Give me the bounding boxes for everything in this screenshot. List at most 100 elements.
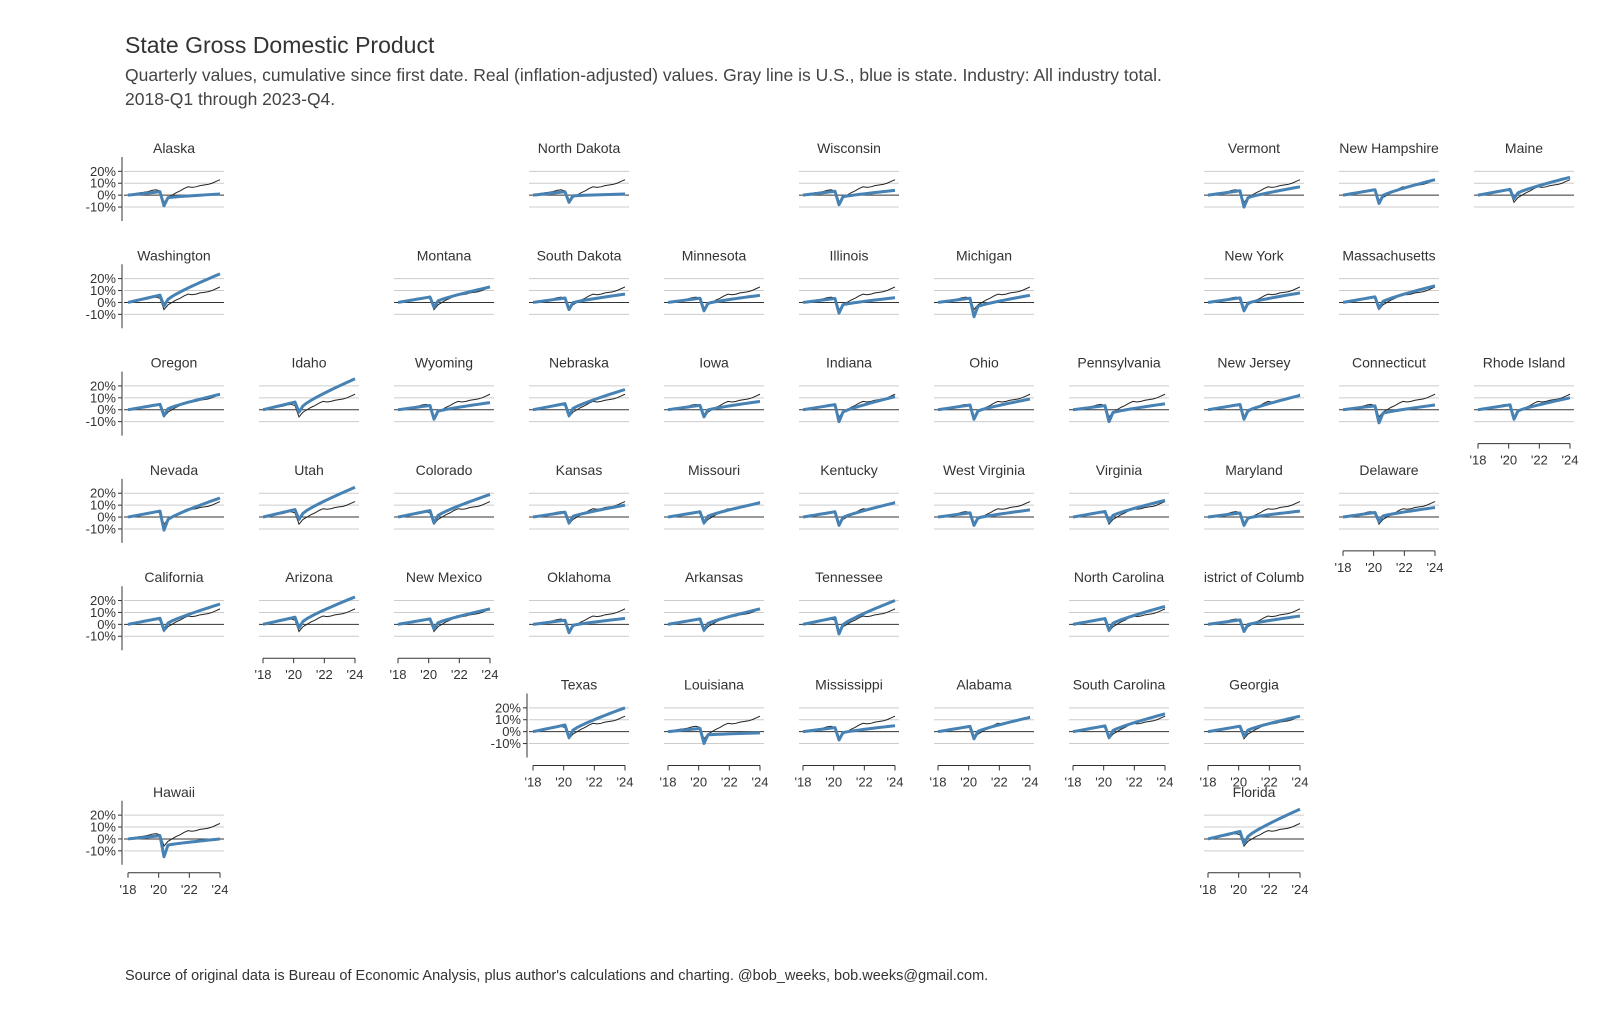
- state-series-line: [1072, 498, 1166, 524]
- panel-title: Texas: [561, 677, 598, 693]
- panel-title: Michigan: [956, 247, 1012, 263]
- y-tick-label: 10%: [90, 390, 116, 405]
- x-tick-label: '22: [856, 775, 873, 790]
- state-series-line: [1342, 284, 1436, 310]
- x-tick-label: '18: [120, 882, 137, 897]
- y-tick-label: -10%: [86, 200, 117, 215]
- y-tick-label: 0%: [97, 402, 116, 417]
- state-series-line: [1072, 402, 1166, 424]
- x-tick-label: '20: [555, 775, 572, 790]
- panel-kentucky: Kentucky: [799, 462, 899, 530]
- panel-title: Alaska: [153, 140, 195, 156]
- x-tick-label: '18: [525, 775, 542, 790]
- y-tick-label: 20%: [90, 593, 116, 608]
- state-series-line: [1207, 807, 1301, 846]
- x-tick-label: '18: [1200, 882, 1217, 897]
- panel-oklahoma: Oklahoma: [529, 569, 629, 637]
- panel-washington: Washington 20%10%0%-10%: [86, 247, 224, 329]
- panel-utah: Utah: [259, 462, 359, 530]
- panel-oregon: Oregon 20%10%0%-10%: [86, 355, 224, 436]
- x-tick-label: '20: [825, 775, 842, 790]
- panel-title: istrict of Columb: [1204, 569, 1305, 585]
- state-series-line: [1207, 185, 1301, 209]
- state-series-line: [1072, 605, 1166, 632]
- state-series-line: [127, 602, 221, 632]
- panel-title: Pennsylvania: [1077, 355, 1160, 371]
- y-tick-label: 20%: [90, 808, 116, 823]
- state-series-line: [532, 503, 626, 525]
- panel-massachusetts: Massachusetts: [1339, 247, 1439, 315]
- state-series-line: [937, 397, 1031, 421]
- panel-title: Oklahoma: [547, 569, 611, 585]
- x-tick-label: '22: [991, 775, 1008, 790]
- panel-title: New Mexico: [406, 569, 482, 585]
- panel-title: Wyoming: [415, 355, 473, 371]
- panel-rhode-island: Rhode Island '18 '20 '22 '24: [1470, 355, 1579, 468]
- state-series-line: [127, 392, 221, 418]
- x-tick-label: '22: [1531, 453, 1548, 468]
- panel-title: Connecticut: [1352, 355, 1426, 371]
- state-series-line: [397, 607, 491, 631]
- y-tick-label: 20%: [90, 486, 116, 501]
- panel-south-carolina: South Carolina '18 '20 '22 '24: [1065, 677, 1174, 790]
- state-series-line: [1207, 714, 1301, 738]
- x-tick-label: '22: [181, 882, 198, 897]
- state-series-line: [532, 388, 626, 418]
- panel-title: Florida: [1233, 784, 1276, 800]
- y-tick-label: -10%: [86, 521, 117, 536]
- page-title: State Gross Domestic Product: [125, 32, 435, 58]
- panel-title: Arizona: [285, 569, 333, 585]
- x-tick-label: '24: [887, 775, 904, 790]
- panel-title: North Carolina: [1074, 569, 1164, 585]
- y-tick-label: 20%: [495, 700, 521, 715]
- subtitle-line-2: 2018-Q1 through 2023-Q4.: [125, 89, 336, 109]
- state-series-line: [937, 508, 1031, 527]
- state-series-line: [532, 190, 626, 204]
- x-tick-label: '20: [420, 667, 437, 682]
- panel-north-dakota: North Dakota: [529, 140, 629, 208]
- panel-maine: Maine: [1474, 140, 1574, 208]
- panel-title: South Carolina: [1073, 677, 1166, 693]
- state-series-line: [262, 595, 356, 630]
- panel-montana: Montana: [394, 247, 494, 315]
- state-series-line: [532, 706, 626, 740]
- panel-title: Vermont: [1228, 140, 1280, 156]
- state-series-line: [127, 834, 221, 859]
- panel-alabama: Alabama '18 '20 '22 '24: [930, 677, 1039, 790]
- panel-texas: Texas 20%10%0%-10% '18 '20 '22 '24: [491, 677, 634, 790]
- panel-title: New York: [1224, 247, 1284, 263]
- panel-title: Mississippi: [815, 677, 883, 693]
- panel-title: Louisiana: [684, 677, 744, 693]
- panel-title: New Hampshire: [1339, 140, 1439, 156]
- panel-title: Rhode Island: [1483, 355, 1566, 371]
- panel-title: Nebraska: [549, 355, 609, 371]
- y-tick-label: 0%: [97, 188, 116, 203]
- x-tick-label: '24: [752, 775, 769, 790]
- panel-new-hampshire: New Hampshire: [1339, 140, 1439, 208]
- x-tick-label: '24: [347, 667, 364, 682]
- x-tick-label: '20: [960, 775, 977, 790]
- panel-georgia: Georgia '18 '20 '22 '24: [1200, 677, 1309, 790]
- state-series-line: [667, 501, 761, 525]
- panel-hawaii: Hawaii 20%10%0%-10% '18 '20 '22 '24: [86, 784, 229, 897]
- state-series-line: [127, 496, 221, 532]
- panel-title: Illinois: [830, 247, 869, 263]
- x-tick-label: '20: [1095, 775, 1112, 790]
- state-series-line: [1207, 291, 1301, 313]
- panel-title: Utah: [294, 462, 324, 478]
- panel-title: Missouri: [688, 462, 740, 478]
- state-series-line: [802, 395, 896, 424]
- panel-title: Virginia: [1096, 462, 1143, 478]
- state-series-line: [937, 293, 1031, 319]
- panel-south-dakota: South Dakota: [529, 247, 629, 315]
- panel-kansas: Kansas: [529, 462, 629, 530]
- panel-pennsylvania: Pennsylvania: [1069, 355, 1169, 424]
- state-series-line: [1207, 614, 1301, 633]
- state-series-line: [1342, 178, 1436, 205]
- state-series-line: [397, 493, 491, 525]
- panel-title: Montana: [417, 247, 472, 263]
- state-series-line: [397, 285, 491, 309]
- panel-minnesota: Minnesota: [664, 247, 764, 315]
- panel-michigan: Michigan: [934, 247, 1034, 319]
- panel-title: Massachusetts: [1342, 247, 1435, 263]
